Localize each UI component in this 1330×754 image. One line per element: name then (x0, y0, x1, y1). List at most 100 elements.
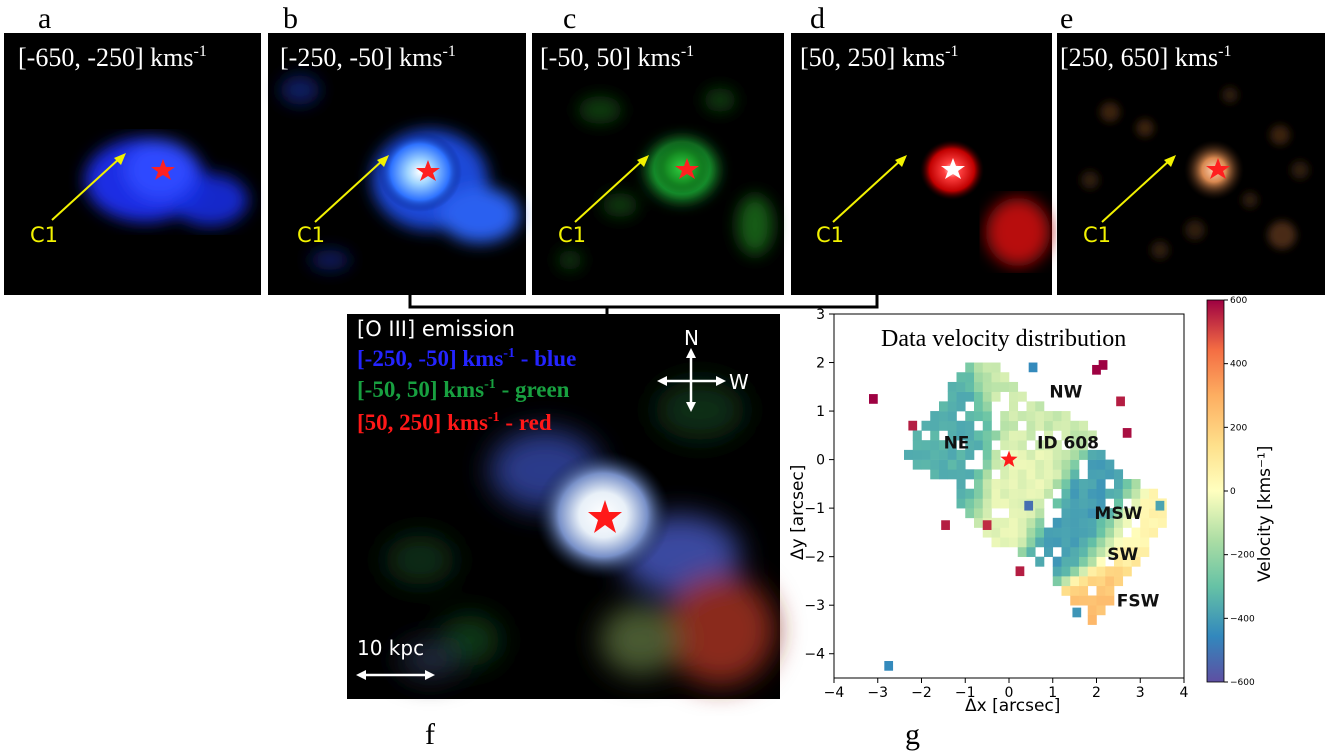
velocity-pixel (1024, 500, 1034, 511)
panel-c-c1-label: C1 (558, 223, 586, 247)
panel-a-range: [-650, -250] kms-1 (18, 43, 207, 72)
velocity-pixel (1026, 420, 1036, 431)
velocity-pixel (1000, 527, 1010, 538)
velocity-pixel (982, 520, 992, 530)
velocity-pixel (1096, 459, 1106, 470)
velocity-pixel (1061, 449, 1071, 460)
velocity-pixel (1096, 537, 1106, 548)
velocity-pixel (1079, 440, 1089, 451)
velocity-pixel (1070, 498, 1080, 509)
velocity-pixel (956, 498, 966, 509)
velocity-pixel (991, 517, 1001, 528)
region-label: NE (944, 434, 970, 454)
velocity-pixel (1087, 595, 1097, 606)
velocity-pixel (921, 459, 931, 470)
velocity-pixel (956, 391, 966, 402)
velocity-pixel (1061, 546, 1071, 557)
velocity-pixel (1000, 479, 1010, 490)
velocity-pixel (974, 508, 984, 519)
velocity-pixel (1079, 537, 1089, 548)
velocity-pixel (1131, 508, 1141, 519)
velocity-pixel (982, 488, 992, 499)
velocity-pixel (1105, 527, 1115, 538)
velocity-pixel (982, 401, 992, 412)
velocity-pixel (1131, 479, 1141, 490)
panel-e: C1 [250, 650] kms-1 (1057, 33, 1325, 295)
velocity-pixel (982, 479, 992, 490)
velocity-pixel (991, 488, 1001, 499)
velocity-pixel (904, 449, 914, 460)
velocity-pixel (1079, 556, 1089, 567)
region-label: SW (1107, 545, 1138, 565)
velocity-pixel (1105, 537, 1115, 548)
velocity-pixel (1000, 488, 1010, 499)
velocity-pixel (1114, 517, 1124, 528)
velocity-pixel (1114, 498, 1124, 509)
velocity-pixel (1087, 430, 1097, 441)
panel-b-c1-label: C1 (297, 223, 325, 247)
velocity-pixel (1070, 546, 1080, 557)
velocity-pixel (1044, 527, 1054, 538)
velocity-pixel (1096, 566, 1106, 577)
x-tick-label: 1 (1048, 685, 1057, 701)
velocity-pixel (1035, 508, 1045, 519)
velocity-pixel (1140, 537, 1150, 548)
velocity-pixel (982, 430, 992, 441)
velocity-pixel (1140, 488, 1150, 499)
velocity-pixel (947, 440, 957, 451)
velocity-pixel (1079, 479, 1089, 490)
velocity-pixel (991, 372, 1001, 383)
velocity-pixel (947, 459, 957, 470)
velocity-pixel (1044, 469, 1054, 480)
velocity-pixel (1087, 556, 1097, 567)
velocity-pixel (974, 372, 984, 383)
velocity-pixel (1079, 420, 1089, 431)
velocity-pixel (956, 479, 966, 490)
velocity-pixel (1096, 595, 1106, 606)
colorbar-tick-label: −200 (1230, 551, 1255, 561)
velocity-pixel (1096, 449, 1106, 460)
velocity-pixel (1105, 459, 1115, 470)
velocity-pixel (1061, 459, 1071, 470)
velocity-pixel (947, 411, 957, 422)
velocity-pixel (1096, 527, 1106, 538)
velocity-pixel (947, 401, 957, 412)
velocity-pixel (1079, 430, 1089, 441)
velocity-pixel (1105, 546, 1115, 557)
velocity-pixel (1140, 508, 1150, 519)
velocity-pixel (1026, 479, 1036, 490)
velocity-pixel (1070, 459, 1080, 470)
colorbar-tick-label: 200 (1230, 423, 1247, 433)
velocity-pixel (1149, 517, 1159, 528)
velocity-pixel (1096, 585, 1106, 596)
velocity-pixel (1061, 556, 1071, 567)
velocity-pixel (1026, 401, 1036, 412)
velocity-pixel (1079, 508, 1089, 519)
velocity-pixel (991, 537, 1001, 548)
colorbar-tick-label: −600 (1230, 678, 1255, 688)
velocity-pixel (1096, 517, 1106, 528)
velocity-pixel (1035, 420, 1045, 431)
velocity-pixel (991, 391, 1001, 402)
velocity-pixel (1044, 420, 1054, 431)
velocity-pixel (1017, 440, 1027, 451)
velocity-pixel (1105, 488, 1115, 499)
velocity-pixel (1017, 508, 1027, 519)
velocity-pixel (1114, 576, 1124, 587)
velocity-pixel (939, 449, 949, 460)
panel-d-c1-label: C1 (816, 223, 844, 247)
velocity-pixel (965, 362, 975, 373)
velocity-pixel (1061, 469, 1071, 480)
velocity-pixel (1000, 430, 1010, 441)
velocity-pixel (974, 440, 984, 451)
panel-e-letter: e (1060, 2, 1073, 35)
compass-icon: N W (657, 326, 749, 412)
velocity-pixel (1140, 527, 1150, 538)
velocity-pixel (1105, 517, 1115, 528)
velocity-pixel (991, 430, 1001, 441)
velocity-pixel (956, 449, 966, 460)
velocity-pixel (1061, 411, 1071, 422)
x-tick-label: −3 (867, 685, 888, 701)
velocity-pixel (1000, 498, 1010, 509)
velocity-pixel (1087, 498, 1097, 509)
